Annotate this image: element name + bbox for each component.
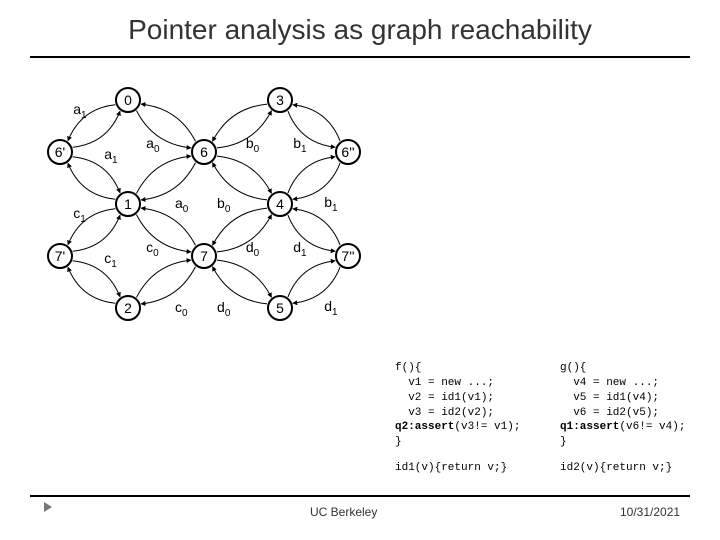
edge-n1-n6p bbox=[68, 163, 115, 199]
edge-n7-n4 bbox=[217, 215, 272, 252]
edge-n6-n3 bbox=[217, 111, 272, 148]
edge-label: b1 bbox=[293, 135, 306, 155]
code-g: g(){ v4 = new ...; v5 = id1(v4); v6 = id… bbox=[560, 361, 685, 450]
play-icon bbox=[44, 502, 52, 512]
graph-node-n2: 2 bbox=[115, 295, 141, 321]
edge-label: d1 bbox=[293, 239, 306, 259]
graph-node-n5: 5 bbox=[267, 295, 293, 321]
code-id2: id2(v){return v;} bbox=[560, 461, 672, 476]
edge-n1-n7 bbox=[136, 215, 191, 252]
edge-n1-n6 bbox=[136, 156, 191, 193]
edge-label: c1 bbox=[104, 250, 117, 270]
graph-node-n7: 7 bbox=[191, 243, 217, 269]
edge-label: a1 bbox=[73, 101, 86, 121]
edge-label: a0 bbox=[175, 195, 188, 215]
edge-label: a0 bbox=[146, 135, 159, 155]
graph-node-n3: 3 bbox=[267, 87, 293, 113]
footer-date: 10/31/2021 bbox=[620, 505, 680, 519]
edge-n7-n5 bbox=[217, 260, 272, 297]
graph-node-n6p: 6' bbox=[47, 139, 73, 165]
edge-label: b1 bbox=[324, 194, 337, 214]
code-id1: id1(v){return v;} bbox=[395, 461, 507, 476]
edge-label: b0 bbox=[246, 135, 259, 155]
graph-node-n1: 1 bbox=[115, 191, 141, 217]
graph-node-n0: 0 bbox=[115, 87, 141, 113]
graph-node-n7pp: 7'' bbox=[335, 243, 361, 269]
graph-node-n6pp: 6'' bbox=[335, 139, 361, 165]
graph-node-n4: 4 bbox=[267, 191, 293, 217]
edge-label: d0 bbox=[246, 239, 259, 259]
footer-center: UC Berkeley bbox=[310, 505, 377, 519]
edge-label: a1 bbox=[104, 146, 117, 166]
graph-node-n7p: 7' bbox=[47, 243, 73, 269]
edge-n6-n4 bbox=[217, 156, 272, 193]
edge-n2-n7 bbox=[136, 260, 191, 297]
graph-edges bbox=[0, 0, 720, 540]
edge-label: b0 bbox=[217, 195, 230, 215]
graph-node-n6: 6 bbox=[191, 139, 217, 165]
edge-n4-n6pp bbox=[288, 157, 335, 193]
edge-label: d1 bbox=[324, 298, 337, 318]
edge-label: d0 bbox=[217, 299, 230, 319]
edge-n5-n7pp bbox=[288, 261, 335, 297]
edge-label: c0 bbox=[175, 299, 188, 319]
code-f: f(){ v1 = new ...; v2 = id1(v1); v3 = id… bbox=[395, 361, 520, 450]
edge-label: c0 bbox=[146, 239, 159, 259]
edge-n2-n7p bbox=[68, 267, 115, 303]
edge-n0-n6 bbox=[136, 111, 191, 148]
edge-label: c1 bbox=[73, 205, 86, 225]
